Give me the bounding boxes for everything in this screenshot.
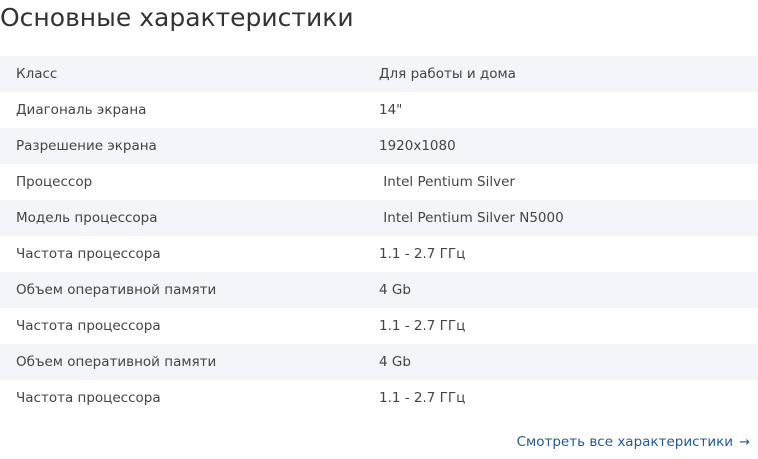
spec-row: Разрешение экрана 1920x1080 [0,128,758,164]
spec-value: 14" [379,102,403,118]
spec-value: 1.1 - 2.7 ГГц [379,318,466,334]
all-specs-link-label: Смотреть все характеристики [516,434,734,450]
spec-label: Объем оперативной памяти [16,354,217,370]
spec-label: Разрешение экрана [16,138,157,154]
spec-value: 4 Gb [379,282,411,298]
spec-row: Частота процессора 1.1 - 2.7 ГГц [0,380,758,416]
spec-value: 1.1 - 2.7 ГГц [379,390,466,406]
spec-label: Частота процессора [16,246,161,262]
section-title: Основные характеристики [0,3,354,32]
arrow-right-icon: → [739,434,750,450]
spec-value: 1920x1080 [379,138,456,154]
spec-value: Intel Pentium Silver [379,174,515,190]
spec-row: Объем оперативной памяти 4 Gb [0,272,758,308]
spec-label: Частота процессора [16,390,161,406]
spec-value: 1.1 - 2.7 ГГц [379,246,466,262]
spec-label: Диагональ экрана [16,102,147,118]
spec-row: Модель процессора Intel Pentium Silver N… [0,200,758,236]
spec-row: Класс Для работы и дома [0,56,758,92]
spec-label: Объем оперативной памяти [16,282,217,298]
spec-value: Для работы и дома [379,66,516,82]
spec-label: Модель процессора [16,210,158,226]
spec-label: Частота процессора [16,318,161,334]
all-specs-link[interactable]: Смотреть все характеристики → [517,434,750,450]
spec-row: Объем оперативной памяти 4 Gb [0,344,758,380]
spec-label: Класс [16,66,58,82]
spec-value: Intel Pentium Silver N5000 [379,210,564,226]
spec-row: Диагональ экрана 14" [0,92,758,128]
spec-label: Процессор [16,174,93,190]
spec-row: Частота процессора 1.1 - 2.7 ГГц [0,308,758,344]
spec-value: 4 Gb [379,354,411,370]
specs-table: Класс Для работы и дома Диагональ экрана… [0,56,758,416]
spec-row: Процессор Intel Pentium Silver [0,164,758,200]
spec-row: Частота процессора 1.1 - 2.7 ГГц [0,236,758,272]
